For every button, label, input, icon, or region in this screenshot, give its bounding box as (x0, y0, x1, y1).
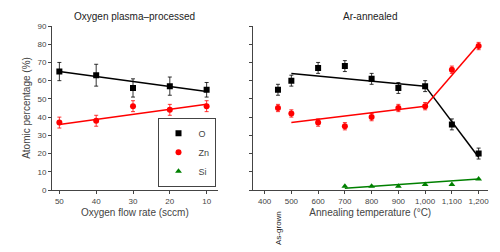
svg-text:10: 10 (37, 168, 46, 177)
svg-text:50: 50 (37, 95, 46, 104)
svg-text:As-grown: As-grown (274, 211, 283, 245)
svg-text:Atomic percentage (%): Atomic percentage (%) (21, 57, 32, 159)
svg-text:Si: Si (199, 167, 207, 177)
svg-text:10: 10 (202, 197, 211, 206)
svg-text:1,200: 1,200 (469, 197, 490, 206)
svg-text:30: 30 (37, 131, 46, 140)
svg-text:1,000: 1,000 (415, 197, 436, 206)
svg-text:60: 60 (37, 76, 46, 85)
svg-text:90: 90 (37, 22, 46, 31)
svg-text:20: 20 (165, 197, 174, 206)
svg-text:600: 600 (311, 197, 325, 206)
svg-text:40: 40 (37, 113, 46, 122)
svg-text:1,100: 1,100 (442, 197, 463, 206)
svg-text:500: 500 (285, 197, 299, 206)
svg-text:900: 900 (392, 197, 406, 206)
svg-text:Oxygen flow rate (sccm): Oxygen flow rate (sccm) (81, 207, 189, 218)
svg-text:Zn: Zn (199, 148, 210, 158)
svg-text:Annealing temperature (°C): Annealing temperature (°C) (309, 207, 431, 218)
svg-text:O: O (199, 129, 206, 139)
svg-text:800: 800 (365, 197, 379, 206)
svg-text:30: 30 (129, 197, 138, 206)
svg-text:400: 400 (258, 197, 272, 206)
svg-text:700: 700 (338, 197, 352, 206)
svg-text:Oxygen plasma–processed: Oxygen plasma–processed (74, 11, 195, 22)
svg-text:40: 40 (92, 197, 101, 206)
svg-text:50: 50 (55, 197, 64, 206)
svg-text:70: 70 (37, 58, 46, 67)
svg-text:20: 20 (37, 149, 46, 158)
svg-text:80: 80 (37, 40, 46, 49)
svg-text:Ar-annealed: Ar-annealed (343, 11, 397, 22)
svg-text:0: 0 (42, 186, 47, 195)
